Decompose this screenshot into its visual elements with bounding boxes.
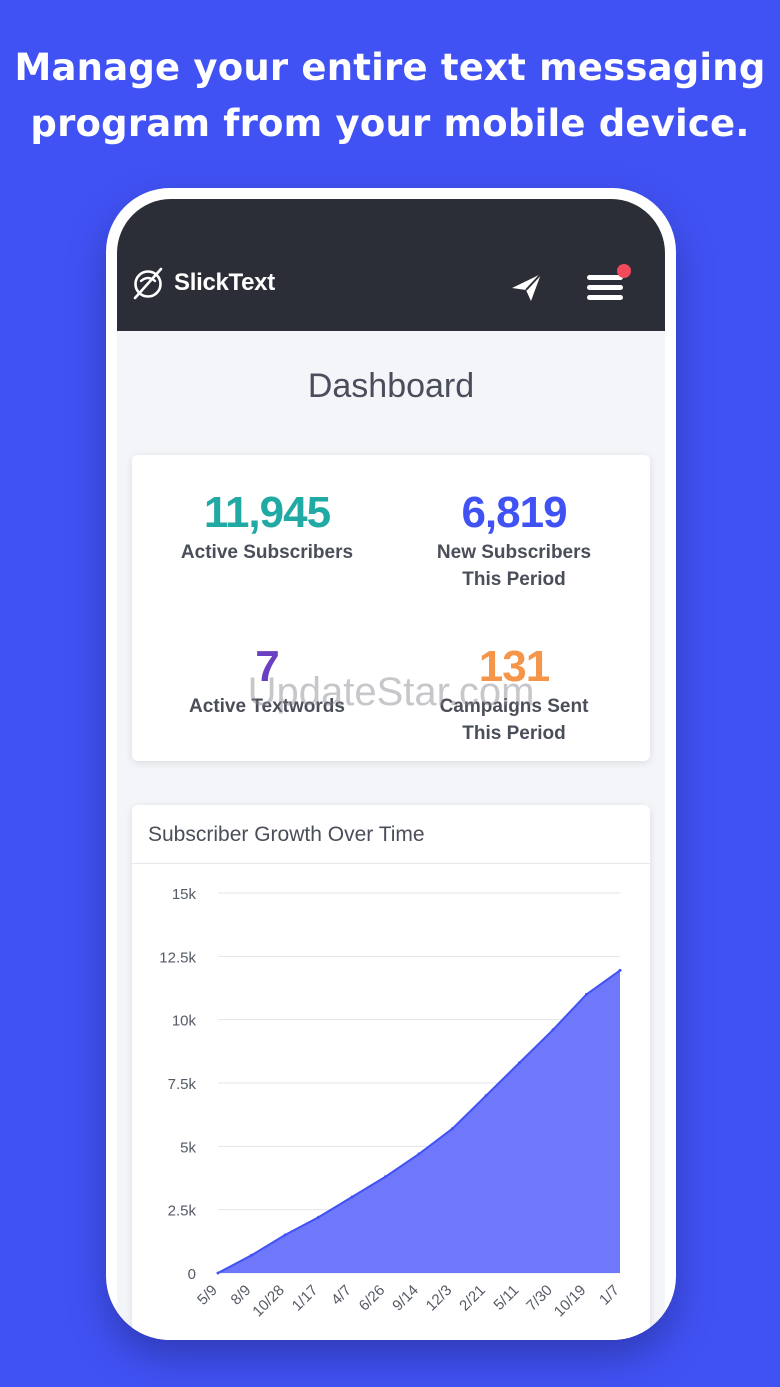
y-tick-label: 2.5k [168,1203,197,1220]
x-tick-label: 6/26 [356,1282,389,1315]
brand-name: SlickText [174,269,275,296]
stats-card: 11,945 Active Subscribers 6,819 New Subs… [132,455,650,761]
data-point [384,1175,387,1179]
y-tick-label: 5k [180,1139,196,1156]
data-point [250,1253,253,1257]
data-point [350,1195,354,1199]
data-point [317,1215,320,1219]
slicktext-logo-icon [133,267,163,300]
subscriber-growth-chart: 0 2.5k 5k 7.5k 10k 12.5k 15k 5/9 8/910/28 1/17 4/7… [159,886,623,1321]
stat-value: 11,945 [203,488,331,537]
data-point [417,1152,421,1156]
x-tick-label: 5/11 [490,1282,522,1314]
data-point [518,1061,521,1065]
data-point [283,1233,287,1237]
x-tick-label: 2/21 [456,1282,489,1315]
x-tick-label: 4/7 [328,1282,355,1309]
stat-label: Active Subscribers [180,542,354,563]
x-tick-label: 10/28 [249,1282,288,1321]
stat-active-subscribers[interactable]: 11,945 Active Subscribers [137,487,397,566]
x-tick-label: 8/9 [228,1282,255,1309]
data-point [551,1028,555,1032]
x-tick-label: 1/7 [596,1282,623,1309]
data-point [585,992,588,996]
x-tick-label: 5/9 [194,1282,221,1309]
stat-value: 6,819 [461,488,567,537]
stat-value: 7 [255,642,279,691]
marketing-headline: Manage your entire text messaging progra… [0,40,780,152]
paper-plane-icon[interactable] [510,271,544,303]
phone-frame: SlickText Dashboard 11,945 Active Subscr… [106,188,676,1340]
chart-card: Subscriber Growth Over Time 0 2.5k 5k 7.5k 1… [132,805,650,1340]
page-title: Dashboard [307,367,475,405]
stat-value: 131 [478,642,550,691]
chart-title: Subscriber Growth Over Time [148,823,425,846]
y-tick-label: 12.5k [159,949,196,966]
y-tick-label: 10k [172,1013,197,1030]
y-tick-label: 7.5k [168,1076,197,1093]
data-point [618,968,622,972]
stat-label: Active Textwords [189,696,345,717]
stat-new-subscribers[interactable]: 6,819 New Subscribers This Period [384,487,644,593]
stat-label: New Subscribers [436,542,592,563]
x-tick-label: 1/17 [289,1282,322,1315]
y-tick-label: 15k [172,886,197,903]
headline-line-1: Manage your entire text messaging [14,46,766,89]
stat-label-sub: This Period [462,569,566,590]
headline-line-2: program from your mobile device. [30,102,750,145]
hamburger-menu-icon[interactable] [587,273,625,303]
stat-label-sub: This Period [462,723,566,744]
stat-label: Campaigns Sent [439,696,589,717]
notification-dot [617,264,631,278]
data-point [216,1271,220,1275]
y-tick-label: 0 [188,1266,196,1283]
x-tick-label: 9/14 [389,1282,422,1315]
data-point [484,1094,488,1098]
app-header: SlickText [117,199,665,331]
x-tick-label: 10/19 [551,1282,590,1321]
chart-divider [132,863,650,864]
x-tick-label: 12/3 [423,1282,456,1315]
stat-active-textwords[interactable]: 7 Active Textwords [137,641,397,720]
phone-screen: SlickText Dashboard 11,945 Active Subscr… [117,199,665,1340]
stat-campaigns-sent[interactable]: 131 Campaigns Sent This Period [384,641,644,747]
data-point [451,1127,454,1131]
area-fill [218,970,620,1273]
